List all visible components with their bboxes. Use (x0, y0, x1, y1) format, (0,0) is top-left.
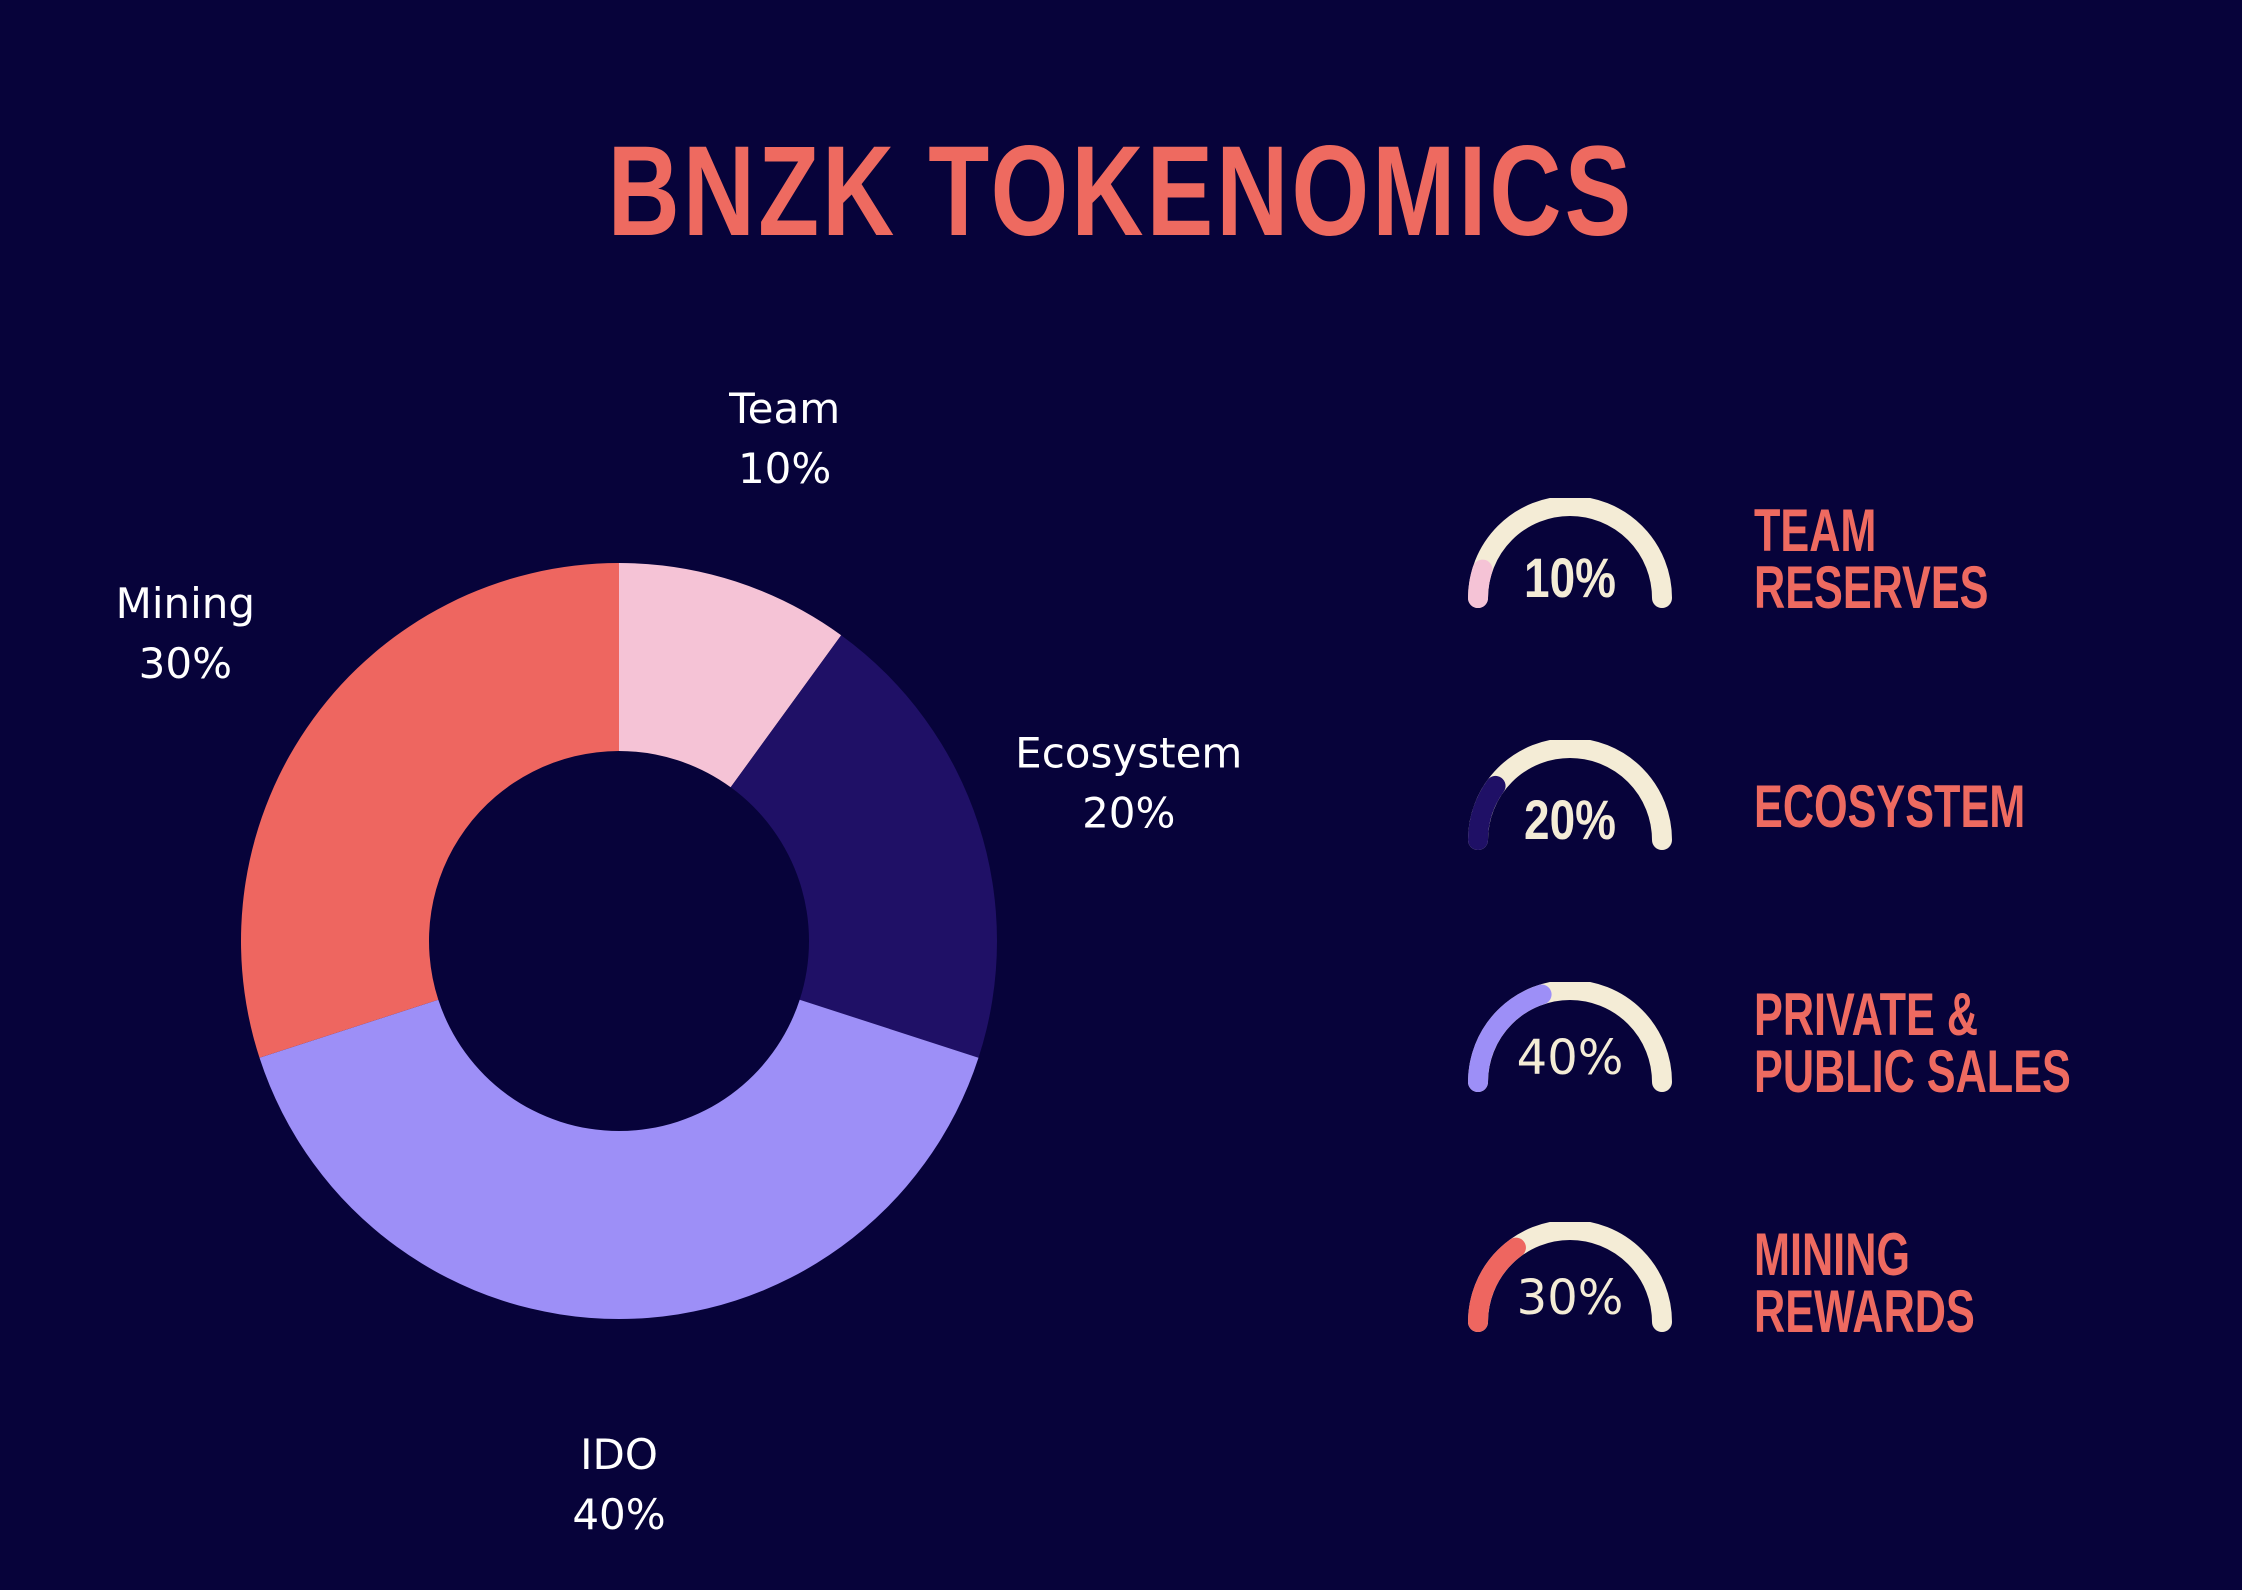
gauge-label-line: ECOSYSTEM (1754, 773, 2026, 840)
gauge-label: ECOSYSTEM (1754, 773, 2085, 840)
gauge-percent: 10% (1524, 546, 1616, 609)
gauge-label-line: REWARDS (1754, 1278, 1975, 1345)
donut-chart: Team 10% Ecosystem 20% IDO 40% Mining 30% (116, 384, 1243, 1539)
slice-label-name: Mining (116, 579, 255, 628)
gauge-fill (1468, 984, 1552, 1092)
gauge-label: TEAM RESERVES (1754, 497, 2085, 621)
slice-label-ecosystem: Ecosystem 20% (1015, 728, 1242, 837)
donut-slice-ecosystem (730, 635, 997, 1058)
gauge-fill (1468, 1237, 1526, 1332)
slice-label-name: Ecosystem (1015, 728, 1242, 777)
gauge-row: 20% ECOSYSTEM (1460, 740, 2220, 880)
gauge-fill (1468, 559, 1493, 608)
gauge-arc (1468, 982, 1672, 1092)
gauge-label-line: PRIVATE & (1754, 981, 1979, 1048)
donut-slice-mining (240, 562, 619, 1058)
gauge-label: MINING REWARDS (1754, 1221, 2085, 1345)
gauge-row: 30% MINING REWARDS (1460, 1222, 2220, 1362)
gauge-arc (1468, 498, 1672, 608)
gauge-label-line: MINING (1754, 1221, 1910, 1288)
gauge-arc (1468, 1222, 1672, 1332)
slice-label-value: 20% (1082, 788, 1175, 837)
slice-label-mining: Mining 30% (116, 579, 255, 688)
slice-label-value: 40% (572, 1490, 665, 1539)
gauge-row: 10% TEAM RESERVES (1460, 498, 2220, 638)
gauge-percent: 20% (1524, 788, 1616, 851)
slice-label-name: IDO (580, 1430, 658, 1479)
donut-slice-team (619, 563, 842, 788)
gauge-fill (1468, 775, 1506, 850)
slice-label-ido: IDO 40% (572, 1430, 665, 1539)
gauge-label-line: TEAM (1754, 497, 1877, 564)
gauge-row: 40% PRIVATE & PUBLIC SALES (1460, 982, 2220, 1122)
page-title: BNZK TOKENOMICS (607, 120, 1635, 263)
gauge-label: PRIVATE & PUBLIC SALES (1754, 981, 2085, 1105)
gauge-percent: 30% (1516, 1270, 1624, 1326)
slice-label-value: 30% (139, 639, 232, 688)
donut-slice-ido (259, 999, 979, 1319)
slice-label-value: 10% (738, 444, 831, 493)
gauge-label-line: RESERVES (1754, 554, 1989, 621)
gauge-percent: 40% (1516, 1030, 1624, 1086)
slice-label-name: Team (728, 384, 840, 433)
slice-label-team: Team 10% (728, 384, 840, 493)
gauge-label-line: PUBLIC SALES (1754, 1038, 2071, 1105)
gauge-track (1468, 498, 1672, 608)
gauge-arc (1468, 740, 1672, 850)
